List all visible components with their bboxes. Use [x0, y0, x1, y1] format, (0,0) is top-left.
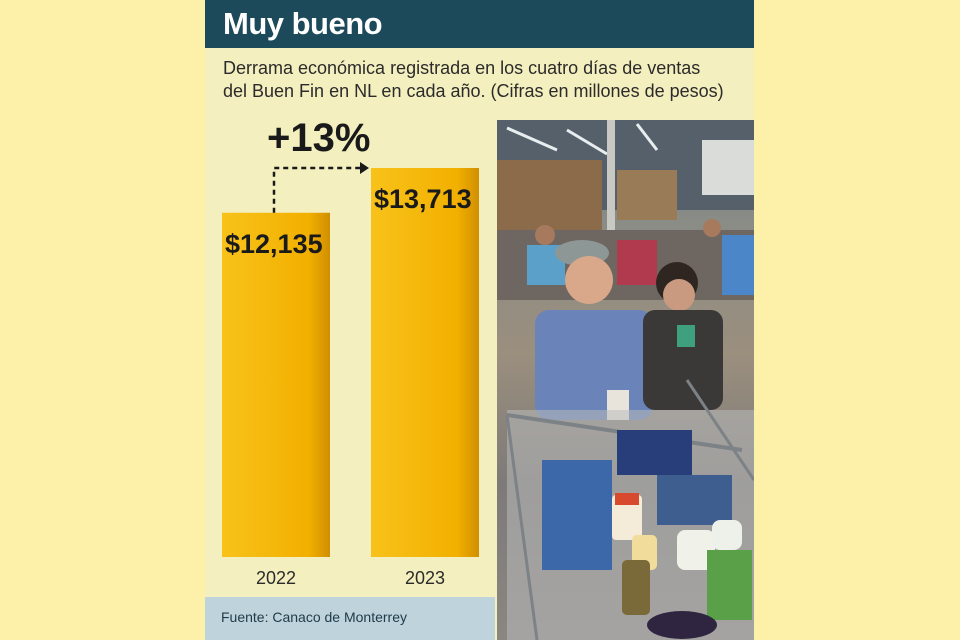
arrow-head-icon: [360, 162, 369, 174]
source-footer: Fuente: Canaco de Monterrey: [205, 597, 495, 640]
page-title: Muy bueno: [223, 6, 383, 41]
bar-2023: [371, 168, 479, 557]
bar-chart: $12,135 $13,713 2022 2023 +13%: [222, 116, 479, 588]
category-label-2023: 2023: [405, 568, 445, 588]
photo-illustration: [497, 120, 754, 640]
change-connector: [272, 166, 363, 213]
subtitle-line-1: Derrama económica registrada en los cuat…: [223, 58, 701, 78]
chart-subtitle: Derrama económica registrada en los cuat…: [223, 57, 748, 103]
change-label: +13%: [267, 116, 370, 160]
subtitle-line-2: del Buen Fin en NL en cada año. (Cifras …: [223, 81, 724, 101]
header-bar: Muy bueno: [205, 0, 754, 48]
bar-2022: [222, 212, 330, 558]
shoppers-photo: [497, 120, 754, 640]
value-label-2022: $12,135: [225, 229, 323, 259]
source-text: Fuente: Canaco de Monterrey: [221, 609, 407, 625]
infographic-card: Muy bueno Derrama económica registrada e…: [205, 0, 754, 640]
value-label-2023: $13,713: [374, 184, 472, 214]
category-label-2022: 2022: [256, 568, 296, 588]
